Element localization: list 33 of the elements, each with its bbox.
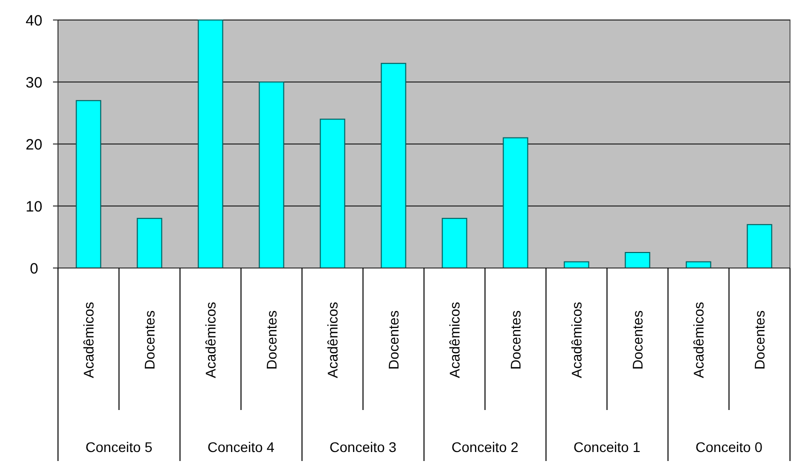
text: Conceito 3 [330, 438, 397, 455]
x-tick-label: Docentes [629, 310, 646, 370]
y-tick-label: 20 [26, 136, 42, 154]
bar [380, 62, 406, 268]
x-tick-label: Acadêmicos [568, 302, 584, 378]
x-tick-label: Acadêmicos [690, 302, 706, 378]
bar [320, 118, 346, 268]
bar [442, 218, 468, 268]
text: Conceito 5 [86, 438, 153, 455]
y-tick-label: 0 [30, 260, 38, 278]
x-tick-label: Acadêmicos [80, 302, 96, 378]
y-tick-label: 40 [26, 12, 42, 30]
bar [76, 100, 102, 268]
x-tick-label: Acadêmicos [446, 302, 462, 378]
x-tick-label: Docentes [751, 310, 768, 370]
y-tick-label: 30 [26, 74, 42, 92]
text: Conceito 0 [696, 438, 763, 455]
x-tick-label: Docentes [263, 310, 280, 370]
bar [136, 218, 162, 268]
x-tick-label: Docentes [507, 310, 524, 370]
bar [258, 82, 284, 268]
text: Conceito 4 [208, 438, 275, 455]
bar [198, 20, 224, 268]
bar [624, 252, 650, 268]
x-tick-label: Acadêmicos [324, 302, 340, 378]
x-tick-label: Docentes [385, 310, 402, 370]
bar [502, 137, 528, 268]
x-tick-label: Docentes [141, 310, 158, 370]
text: Conceito 1 [574, 438, 641, 455]
bar [746, 224, 772, 268]
y-tick-label: 10 [26, 198, 42, 216]
text: Conceito 2 [452, 438, 519, 455]
x-tick-label: Acadêmicos [202, 302, 218, 378]
